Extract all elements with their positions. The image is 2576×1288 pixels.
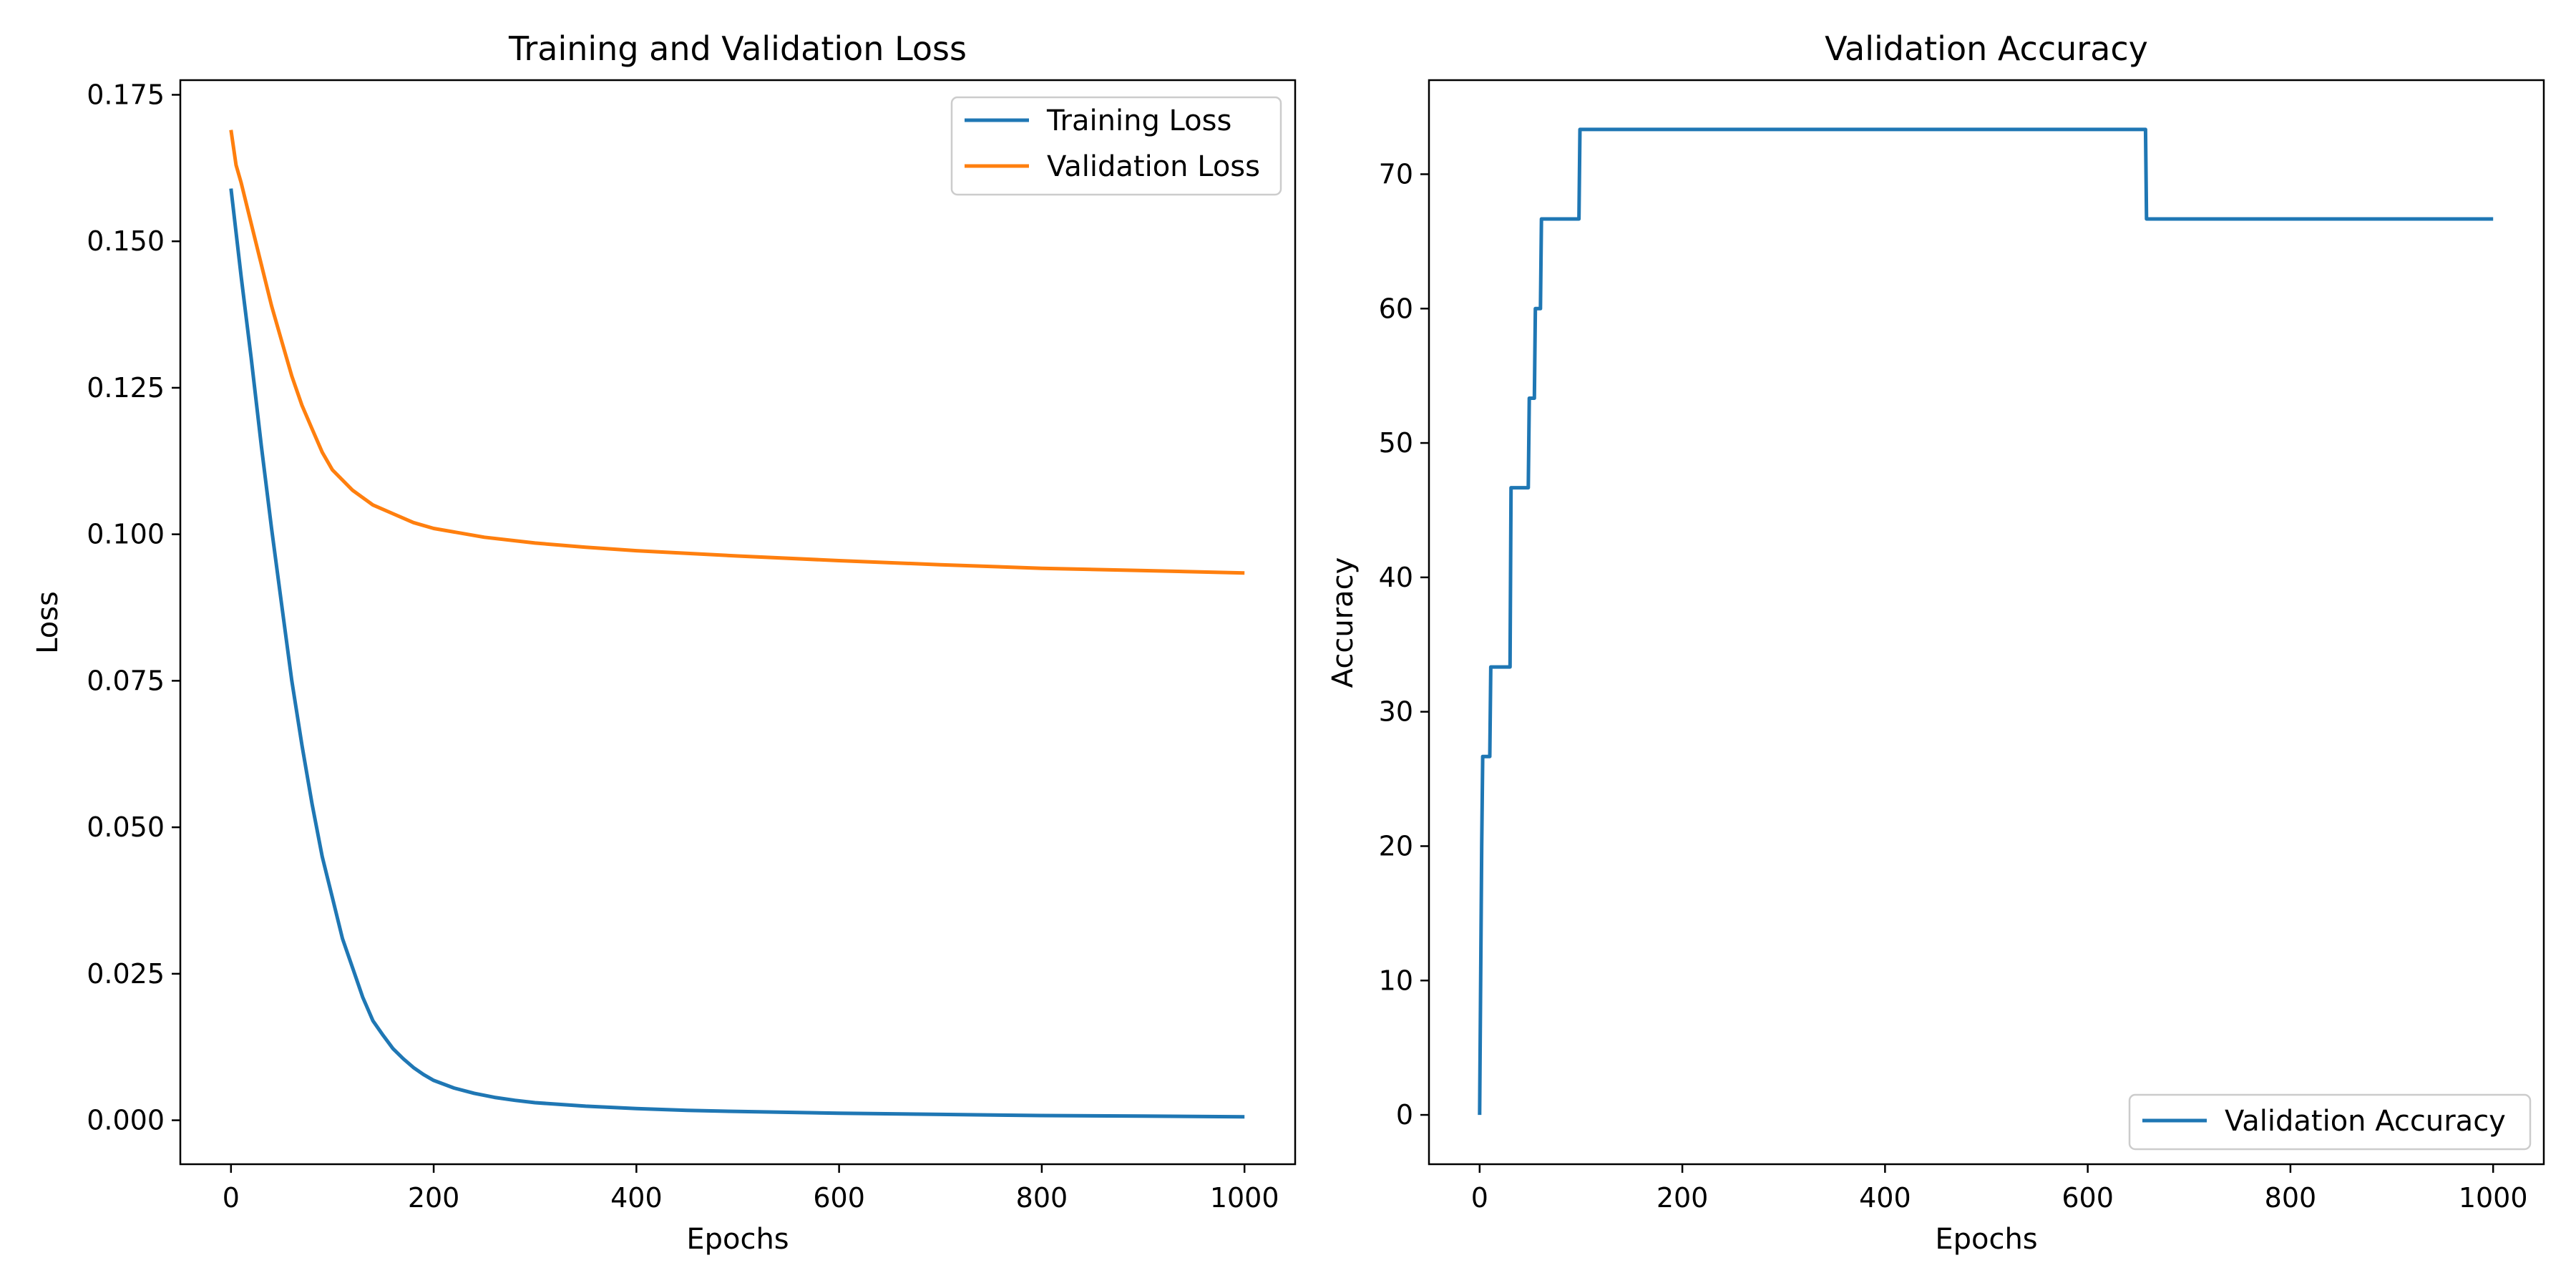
loss-subplot: Training and Validation Loss 0 200 400 600 8…: [31, 29, 1297, 1256]
loss-y-tick-label: 0.000: [87, 1105, 165, 1136]
accuracy-y-tick-label: 30: [1379, 696, 1413, 728]
accuracy-y-ticks: 0 10 20 30 40 50 60 70: [1379, 158, 1429, 1131]
accuracy-x-tick-label: 400: [1859, 1182, 1911, 1214]
loss-x-tick-label: 200: [408, 1182, 460, 1214]
accuracy-y-tick-label: 20: [1379, 830, 1413, 862]
validation-accuracy-legend-label: Validation Accuracy: [2225, 1105, 2506, 1138]
loss-y-tick-label: 0.125: [87, 372, 165, 404]
training-loss-legend-label: Training Loss: [1046, 104, 1231, 137]
accuracy-axes-frame: [1428, 79, 2545, 1166]
accuracy-y-tick-label: 60: [1379, 293, 1413, 324]
accuracy-y-tick-label: 10: [1379, 965, 1413, 996]
accuracy-y-tick-label: 40: [1379, 562, 1413, 593]
loss-x-tick-label: 600: [813, 1182, 865, 1214]
loss-y-tick-label: 0.150: [87, 225, 165, 257]
loss-x-axis-label: Epochs: [686, 1223, 789, 1256]
loss-plot-lines: [229, 130, 1245, 1119]
accuracy-y-tick-label: 50: [1379, 427, 1413, 459]
accuracy-y-tick-label: 0: [1396, 1099, 1413, 1131]
loss-x-ticks: 0 200 400 600 800 1000: [223, 1164, 1279, 1214]
loss-y-tick-label: 0.050: [87, 811, 165, 843]
accuracy-chart-title: Validation Accuracy: [1825, 29, 2148, 68]
accuracy-y-axis-label: Accuracy: [1327, 557, 1360, 688]
accuracy-x-tick-label: 200: [1657, 1182, 1709, 1214]
loss-x-tick-label: 1000: [1210, 1182, 1279, 1214]
loss-y-ticks: 0.000 0.025 0.050 0.075 0.100 0.125 0.150 0.175: [87, 79, 180, 1136]
accuracy-x-tick-label: 800: [2265, 1182, 2317, 1214]
training-loss-line: [229, 188, 1245, 1119]
loss-chart-title: Training and Validation Loss: [508, 29, 967, 68]
loss-axes-frame: [179, 79, 1297, 1166]
validation-loss-legend-label: Validation Loss: [1047, 150, 1260, 183]
accuracy-x-tick-label: 0: [1471, 1182, 1488, 1214]
accuracy-x-ticks: 0 200 400 600 800 1000: [1471, 1164, 2528, 1214]
loss-y-tick-label: 0.175: [87, 79, 165, 110]
loss-y-tick-label: 0.100: [87, 519, 165, 550]
loss-x-tick-label: 800: [1016, 1182, 1068, 1214]
loss-y-axis-label: Loss: [31, 591, 64, 654]
loss-legend: Training Loss Validation Loss: [950, 96, 1282, 196]
accuracy-plot-lines: [1478, 127, 2494, 1116]
accuracy-legend-box: [2128, 1093, 2532, 1151]
loss-legend-box: [950, 96, 1282, 196]
accuracy-x-axis-label: Epochs: [1935, 1223, 2037, 1256]
accuracy-x-tick-label: 1000: [2459, 1182, 2528, 1214]
accuracy-y-tick-label: 70: [1379, 158, 1413, 190]
validation-accuracy-line: [1478, 127, 2494, 1116]
validation-loss-line: [229, 130, 1245, 575]
accuracy-x-tick-label: 600: [2062, 1182, 2114, 1214]
loss-y-tick-label: 0.075: [87, 665, 165, 696]
loss-x-tick-label: 0: [223, 1182, 240, 1214]
loss-y-tick-label: 0.025: [87, 958, 165, 990]
accuracy-subplot: Validation Accuracy 0 200 400 600 800 1000 0 1…: [1327, 29, 2545, 1256]
loss-x-tick-label: 400: [610, 1182, 663, 1214]
accuracy-legend: Validation Accuracy: [2128, 1093, 2532, 1151]
